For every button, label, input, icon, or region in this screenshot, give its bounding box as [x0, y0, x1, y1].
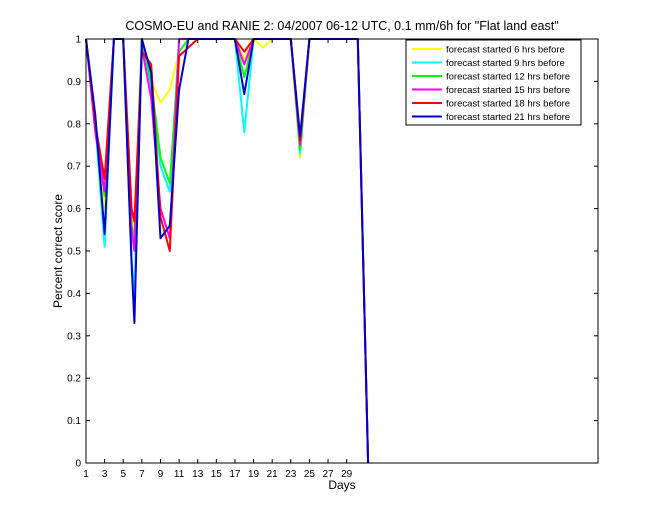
y-tick-label: 0.4 [67, 289, 81, 300]
chart-title: COSMO-EU and RANIE 2: 04/2007 06-12 UTC,… [125, 19, 558, 33]
tick-layer: 1 3 5 7 9 11 13 15 17 19 21 23 25 27 2900.10.20.30.40.… [67, 35, 598, 480]
x-tick-label: 3 [102, 469, 108, 480]
x-tick-label: 9 [158, 469, 164, 480]
x-axis-label: Days [328, 478, 355, 492]
y-tick-label: 0.2 [67, 374, 81, 385]
legend-label-6: forecast started 21 hrs before [446, 112, 570, 123]
x-tick-label: 17 [229, 469, 241, 480]
y-tick-label: 0.7 [67, 162, 81, 173]
y-tick-label: 0.3 [67, 331, 81, 342]
x-tick-label: 5 [120, 469, 126, 480]
y-tick-label: 0.9 [67, 77, 81, 88]
y-tick-label: 0.1 [67, 416, 81, 427]
plot-frame [85, 38, 599, 464]
x-tick-label: 1 [83, 469, 89, 480]
x-tick-label: 27 [322, 469, 334, 480]
x-tick-label: 7 [139, 469, 145, 480]
legend-label-5: forecast started 18 hrs before [446, 99, 570, 110]
y-tick-label: 0.5 [67, 247, 81, 258]
x-tick-label: 29 [341, 469, 353, 480]
x-tick-label: 19 [248, 469, 260, 480]
y-tick-label: 1 [75, 35, 81, 46]
x-tick-label: 25 [304, 469, 316, 480]
y-tick-label: 0.8 [67, 119, 81, 130]
legend-label-1: forecast started 6 hrs before [446, 45, 565, 56]
legend-label-3: forecast started 12 hrs before [446, 72, 570, 83]
x-tick-label: 13 [192, 469, 204, 480]
legend-label-2: forecast started 9 hrs before [446, 58, 565, 69]
x-tick-label: 23 [285, 469, 297, 480]
legend-label-4: forecast started 15 hrs before [446, 85, 570, 96]
x-tick-label: 11 [174, 469, 185, 480]
legend-box [405, 39, 582, 126]
y-tick-label: 0.6 [67, 204, 81, 215]
legend: forecast started 6 hrs before forecast st… [405, 39, 582, 126]
y-tick-label: 0 [75, 459, 81, 470]
x-tick-label: 21 [267, 469, 279, 480]
x-tick-label: 15 [211, 469, 223, 480]
y-axis-label: Percent correct score [51, 194, 65, 308]
